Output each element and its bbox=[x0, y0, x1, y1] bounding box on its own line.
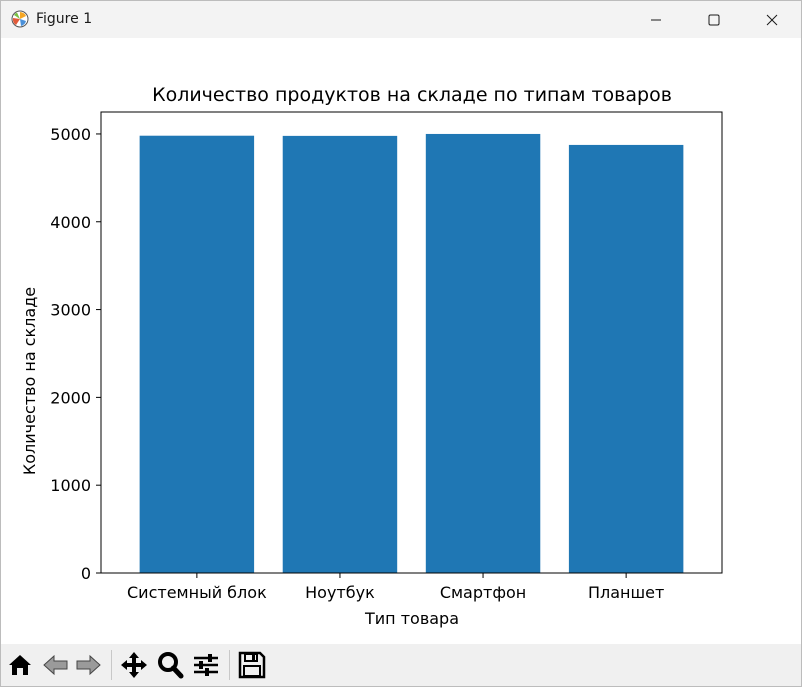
zoom-button[interactable] bbox=[155, 650, 185, 680]
minimize-button[interactable] bbox=[627, 1, 685, 38]
configure-subplots-icon bbox=[194, 654, 218, 676]
window-title: Figure 1 bbox=[36, 11, 93, 27]
toolbar-separator bbox=[111, 650, 112, 680]
axes-frame bbox=[100, 111, 723, 574]
save-button[interactable] bbox=[237, 650, 267, 680]
chart-title: Количество продуктов на складе по типам … bbox=[152, 84, 672, 106]
x-tick-label: Планшет bbox=[588, 583, 664, 602]
x-axis-label: Тип товара bbox=[364, 609, 459, 628]
maximize-icon bbox=[708, 14, 720, 26]
x-tick-label: Ноутбук bbox=[305, 583, 375, 602]
figure-canvas: Количество продуктов на складе по типам … bbox=[1, 38, 801, 644]
toolbar-separator bbox=[229, 650, 230, 680]
navigation-toolbar bbox=[1, 644, 801, 686]
close-button[interactable] bbox=[743, 1, 801, 38]
title-bar: Figure 1 bbox=[1, 1, 801, 38]
bar bbox=[139, 135, 255, 574]
bar bbox=[425, 133, 541, 573]
y-axis-label: Количество на складе bbox=[20, 287, 39, 475]
home-icon bbox=[9, 655, 31, 675]
x-tick-label: Смартфон bbox=[440, 583, 526, 602]
matplotlib-logo-icon bbox=[11, 10, 29, 28]
y-tick-label: 1000 bbox=[50, 476, 91, 495]
pan-move-icon bbox=[121, 652, 147, 678]
y-tick-label: 4000 bbox=[50, 213, 91, 232]
y-tick-label: 0 bbox=[81, 564, 91, 583]
home-button[interactable] bbox=[5, 650, 35, 680]
close-icon bbox=[766, 14, 778, 26]
zoom-magnifier-icon bbox=[158, 652, 184, 679]
forward-arrow-icon bbox=[76, 654, 101, 676]
y-tick-label: 5000 bbox=[50, 125, 91, 144]
y-tick-label: 3000 bbox=[50, 301, 91, 320]
maximize-button[interactable] bbox=[685, 1, 743, 38]
pan-button[interactable] bbox=[119, 650, 149, 680]
bar-chart: Количество продуктов на складе по типам … bbox=[20, 84, 723, 628]
plot-area: 0 1000 2000 3000 4000 5000 Системный блок Ноутб… bbox=[50, 111, 723, 602]
forward-button[interactable] bbox=[73, 650, 103, 680]
back-button[interactable] bbox=[41, 650, 71, 680]
y-tick-label: 2000 bbox=[50, 388, 91, 407]
bar bbox=[282, 135, 398, 573]
minimize-icon bbox=[651, 19, 661, 21]
save-floppy-icon bbox=[238, 651, 266, 679]
bar bbox=[568, 144, 684, 573]
x-tick-label: Системный блок bbox=[127, 583, 267, 602]
back-arrow-icon bbox=[43, 654, 68, 676]
configure-subplots-button[interactable] bbox=[191, 650, 221, 680]
